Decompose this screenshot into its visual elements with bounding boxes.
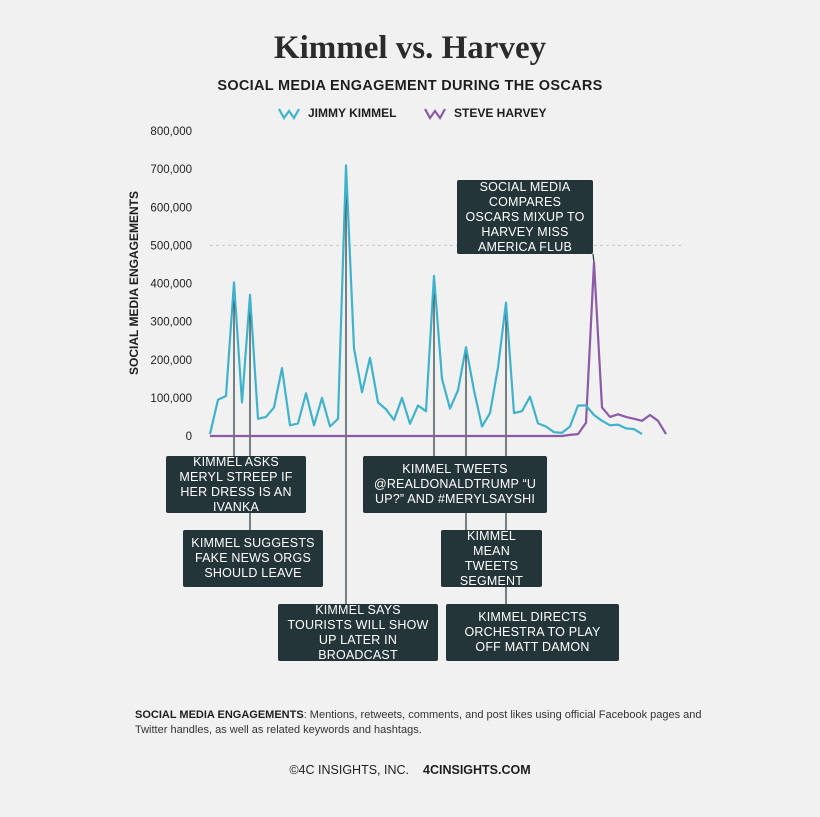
series-lines (208, 164, 667, 438)
leader-harvey-flub (592, 253, 595, 263)
chart-subtitle: SOCIAL MEDIA ENGAGEMENT DURING THE OSCAR… (217, 78, 603, 94)
y-tick-label: 0 (186, 431, 192, 443)
callout-fake-news: KIMMEL SUGGESTS FAKE NEWS ORGS SHOULD LE… (183, 530, 323, 587)
callout-harvey-flub: SOCIAL MEDIA COMPARES OSCARS MIXUP TO HA… (457, 180, 593, 254)
credit-line: ©4C INSIGHTS, INC. 4CINSIGHTS.COM (0, 763, 820, 777)
legend-harvey-swatch-icon (424, 108, 446, 120)
y-tick-label: 200,000 (150, 355, 192, 367)
y-tick-label: 400,000 (150, 279, 192, 291)
series-line-harvey (210, 261, 667, 438)
y-axis: 0 100,000 200,000 300,000 400,000 500,000 600,… (127, 126, 682, 443)
callout-meryl-dress: KIMMEL ASKS MERYL STREEP IF HER DRESS IS… (166, 455, 306, 514)
y-tick-label: 100,000 (150, 393, 192, 405)
y-tick-label: 800,000 (150, 126, 192, 138)
y-tick-label: 500,000 (150, 240, 192, 252)
legend: JIMMY KIMMEL STEVE HARVEY (0, 106, 820, 126)
legend-label-kimmel: JIMMY KIMMEL (308, 106, 397, 120)
legend-item-kimmel: JIMMY KIMMEL (278, 106, 396, 120)
chart-title: Kimmel vs. Harvey (273, 30, 547, 66)
y-tick-label: 300,000 (150, 317, 192, 329)
legend-kimmel-swatch-icon (278, 108, 300, 120)
legend-item-harvey: STEVE HARVEY (424, 106, 546, 120)
callout-trump-tweet: KIMMEL TWEETS @REALDONALDTRUMP “U UP?” A… (363, 456, 547, 513)
y-tick-label: 600,000 (150, 202, 192, 214)
line-chart: 0 100,000 200,000 300,000 400,000 500,000 600,… (127, 126, 682, 604)
callout-mean-tweets: KIMMEL MEAN TWEETS SEGMENT (441, 529, 542, 588)
callout-matt-damon: KIMMEL DIRECTS ORCHESTRA TO PLAY OFF MAT… (446, 604, 619, 661)
credit-site: 4CINSIGHTS.COM (423, 763, 531, 777)
legend-label-harvey: STEVE HARVEY (454, 106, 547, 120)
footnote-definition: : Mentions, retweets, comments, and post… (135, 709, 702, 736)
credit-company: ©4C INSIGHTS, INC. (289, 763, 409, 777)
y-tick-label: 700,000 (150, 164, 192, 176)
y-axis-label: SOCIAL MEDIA ENGAGEMENTS (127, 191, 141, 375)
footnote: SOCIAL MEDIA ENGAGEMENTS: Mentions, retw… (135, 708, 725, 738)
callout-tourists: KIMMEL SAYS TOURISTS WILL SHOW UP LATER … (278, 603, 438, 662)
series-line-kimmel (208, 164, 643, 436)
footnote-term: SOCIAL MEDIA ENGAGEMENTS (135, 709, 304, 721)
